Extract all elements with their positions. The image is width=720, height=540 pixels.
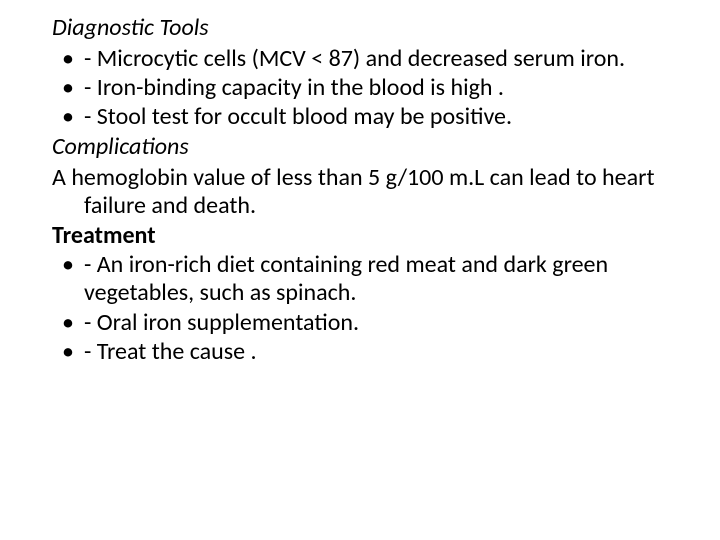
section-heading-treatment: Treatment (52, 222, 680, 251)
list-item: •- Oral iron supplementation. (40, 309, 680, 337)
list-item: •- Treat the cause . (40, 338, 680, 366)
bullet-icon: • (62, 103, 84, 131)
section-heading-diagnostic: Diagnostic Tools (52, 14, 680, 43)
treatment-list: •- An iron-rich diet containing red meat… (40, 251, 680, 366)
list-item-text: - Microcytic cells (MCV < 87) and decrea… (84, 44, 625, 73)
list-item-text: - Treat the cause . (84, 337, 257, 366)
list-item: •- Stool test for occult blood may be po… (40, 103, 680, 131)
list-item-text: - Oral iron supplementation. (84, 308, 359, 337)
diagnostic-list: •- Microcytic cells (MCV < 87) and decre… (40, 45, 680, 132)
bullet-icon: • (62, 251, 84, 279)
list-item-text: - Iron-binding capacity in the blood is … (84, 73, 504, 102)
complications-body: A hemoglobin value of less than 5 g/100 … (40, 164, 680, 221)
list-item-text: - An iron-rich diet containing red meat … (84, 250, 608, 307)
section-heading-complications: Complications (52, 133, 680, 162)
list-item: •- An iron-rich diet containing red meat… (40, 251, 680, 308)
list-item: •- Microcytic cells (MCV < 87) and decre… (40, 45, 680, 73)
list-item-text: - Stool test for occult blood may be pos… (84, 102, 512, 131)
bullet-icon: • (62, 309, 84, 337)
bullet-icon: • (62, 45, 84, 73)
list-item: •- Iron-binding capacity in the blood is… (40, 74, 680, 102)
bullet-icon: • (62, 74, 84, 102)
bullet-icon: • (62, 338, 84, 366)
